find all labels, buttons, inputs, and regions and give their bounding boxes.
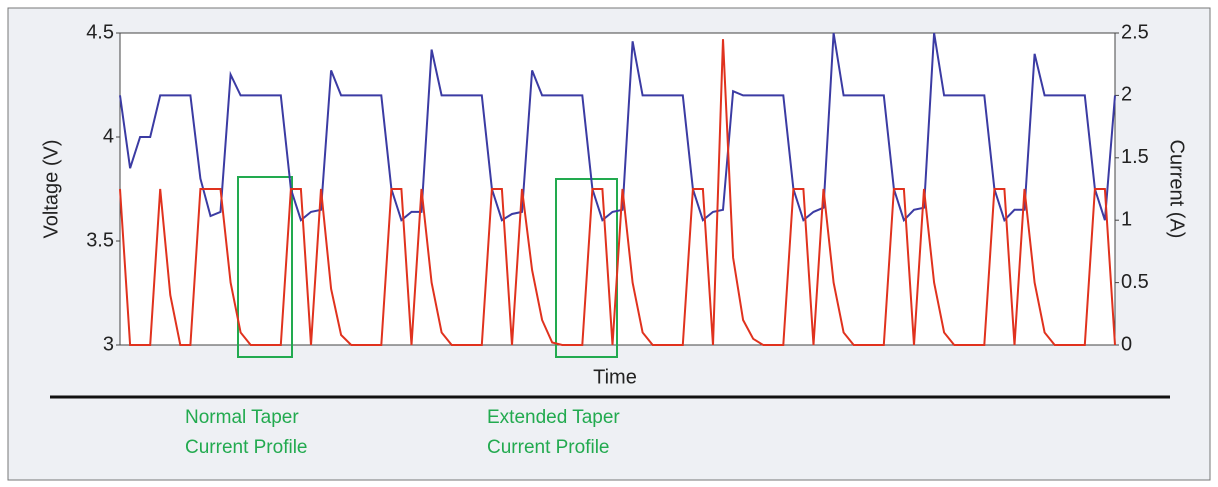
y2-tick-label: 2 [1121, 84, 1132, 106]
y2-tick-label: 1 [1121, 208, 1132, 230]
y2-tick-label: 0.5 [1121, 271, 1149, 293]
y-tick-label: 4 [103, 125, 114, 147]
series-line [119, 39, 1116, 346]
y-tick-label: 4.5 [86, 21, 114, 43]
annotation: Current Profile [185, 437, 308, 458]
x-axis-label: Time [593, 366, 637, 388]
y-axis-label: Voltage (V) [40, 140, 62, 239]
annotation: Normal Taper [185, 407, 299, 428]
series-line [119, 32, 1116, 223]
y2-tick-label: 0 [1121, 333, 1132, 355]
annotation: Extended Taper [487, 407, 620, 428]
y2-axis-label: Current (A) [1166, 140, 1188, 239]
y2-tick-label: 2.5 [1121, 21, 1149, 43]
y-tick-label: 3 [103, 333, 114, 355]
y2-tick-label: 1.5 [1121, 146, 1149, 168]
annotation: Current Profile [487, 437, 610, 458]
y-tick-label: 3.5 [86, 229, 114, 251]
highlight-box [237, 176, 293, 358]
